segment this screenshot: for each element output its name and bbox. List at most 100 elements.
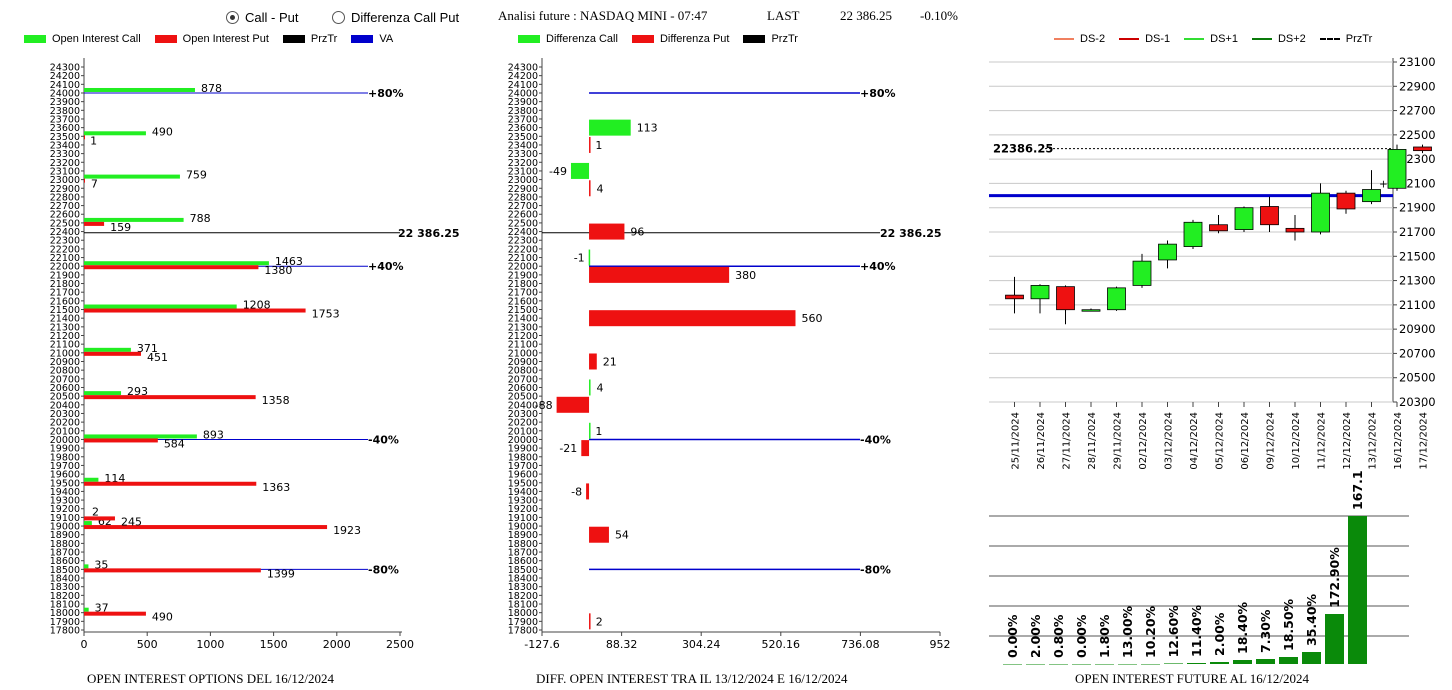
diff-bar <box>589 310 796 327</box>
y-tick-label: 23900 <box>508 97 538 108</box>
candle-body <box>1183 221 1203 247</box>
radio-differenza[interactable]: Differenza Call Put <box>332 10 459 25</box>
y-tick-label: 17900 <box>508 617 538 628</box>
y-tick-label: 24200 <box>508 71 538 82</box>
diff-bar <box>589 180 591 197</box>
candle-body <box>1387 149 1407 189</box>
y-tick-label: 21300 <box>50 322 80 333</box>
y-tick-label: 23400 <box>50 140 80 151</box>
legend-swatch-va <box>351 35 374 43</box>
y-tick-label: 19500 <box>508 478 538 489</box>
legend-options: Open Interest Call Open Interest Put Prz… <box>24 33 407 45</box>
y-tick-label: 21300 <box>508 322 538 333</box>
put-bar-label: 245 <box>121 515 142 528</box>
y-tick-label: 24100 <box>508 80 538 91</box>
va-line-label: +40% <box>860 260 896 273</box>
diff-bar <box>589 136 591 153</box>
legend-item-ds+1: DS+1 <box>1184 33 1238 45</box>
oi-bar <box>1302 652 1321 664</box>
oi-bar <box>1233 660 1252 664</box>
oi-bar-label: 11.40% <box>1189 604 1204 657</box>
y-tick-label: 21200 <box>508 331 538 342</box>
va-line-label: +80% <box>368 87 404 100</box>
y-tick-label: 20600 <box>508 383 538 394</box>
diff-bar-label: 4 <box>597 381 604 394</box>
y-tick-label: 20000 <box>508 435 538 446</box>
y-tick-label: 19900 <box>508 444 538 455</box>
legend-line-ds-1 <box>1119 38 1140 40</box>
price-tick-label: 20300 <box>1399 395 1436 409</box>
candle-body <box>1336 192 1356 210</box>
date-tick-label: 06/12/2024 <box>1240 412 1251 470</box>
call-bar <box>84 261 269 266</box>
put-bar <box>84 178 85 183</box>
legend-line-fut-prztr <box>1319 38 1340 40</box>
call-bar <box>84 217 184 222</box>
price-tick-label: 21100 <box>1399 298 1436 312</box>
y-tick-label: 22600 <box>508 210 538 221</box>
oi-bar <box>1118 664 1137 665</box>
radio-call-put[interactable]: Call - Put <box>226 10 298 25</box>
oi-bar-label: 35.40% <box>1304 593 1319 646</box>
put-bar <box>84 611 146 616</box>
call-bar <box>84 434 197 439</box>
put-bar-label: 7 <box>91 178 98 191</box>
date-tick-label: 12/12/2024 <box>1342 412 1353 470</box>
y-tick-label: 19400 <box>508 487 538 498</box>
va-line-label: +40% <box>368 260 404 273</box>
y-tick-label: 23300 <box>508 149 538 160</box>
legend-item-diff-put: Differenza Put <box>631 33 729 45</box>
y-tick-label: 18700 <box>50 548 80 559</box>
legend-label-ds-2: DS-2 <box>1080 33 1106 45</box>
legend-swatch-diff-call <box>518 35 540 43</box>
y-tick-label: 18200 <box>508 591 538 602</box>
price-tick-label: 20500 <box>1399 371 1436 385</box>
call-bar <box>84 521 92 526</box>
y-tick-label: 21400 <box>508 314 538 325</box>
diff-bar-label: 380 <box>735 269 756 282</box>
y-tick-label: 18500 <box>50 565 80 576</box>
oi-bar <box>1095 664 1114 665</box>
y-tick-label: 18700 <box>508 548 538 559</box>
y-tick-label: 18200 <box>50 591 80 602</box>
y-tick-label: 22400 <box>50 227 80 238</box>
call-bar-label: 37 <box>95 602 109 615</box>
x-tick-label: 2500 <box>386 638 414 651</box>
y-tick-label: 20400 <box>50 400 80 411</box>
change-value: -0.10% <box>920 8 958 23</box>
y-tick-label: 20300 <box>50 409 80 420</box>
candle-body <box>1056 286 1075 311</box>
y-tick-label: 20900 <box>50 357 80 368</box>
diff-bar-label: -1 <box>574 252 585 265</box>
y-tick-label: 20200 <box>50 418 80 429</box>
y-tick-label: 22000 <box>50 262 80 273</box>
open-interest-options-chart: 2430024200241002400023900238002370023600… <box>50 58 460 651</box>
caption-middle: DIFF. OPEN INTEREST TRA IL 13/12/2024 E … <box>536 671 848 686</box>
y-tick-label: 21000 <box>508 348 538 359</box>
y-tick-label: 23400 <box>508 140 538 151</box>
put-bar <box>84 438 158 443</box>
candle-body <box>1107 287 1126 311</box>
call-bar-label: 490 <box>152 125 173 138</box>
y-tick-label: 23000 <box>508 175 538 186</box>
oi-bar <box>1279 657 1298 664</box>
oi-bar-label: 18.50% <box>1281 598 1296 651</box>
legend-label-va: VA <box>379 33 394 45</box>
legend-item-prztr: PrzTr <box>282 33 337 45</box>
diff-bar <box>588 249 591 266</box>
y-tick-label: 23600 <box>508 123 538 134</box>
page-title: Analisi future : NASDAQ MINI - 07:47 <box>498 8 708 23</box>
y-tick-label: 21800 <box>508 279 538 290</box>
price-tick-label: 22500 <box>1399 128 1436 142</box>
date-tick-label: 09/12/2024 <box>1266 412 1277 470</box>
diff-bar <box>586 483 590 500</box>
y-tick-label: 21100 <box>508 340 538 351</box>
legend-item-diff-call: Differenza Call <box>518 33 618 45</box>
call-bar <box>84 391 122 396</box>
diff-bar-label: -8 <box>571 485 582 498</box>
price-tick-label: 21700 <box>1399 225 1436 239</box>
y-tick-label: 23800 <box>508 106 538 117</box>
oi-bar-label: 18.40% <box>1235 601 1250 654</box>
call-bar-label: 893 <box>203 428 224 441</box>
y-tick-label: 24000 <box>50 88 80 99</box>
